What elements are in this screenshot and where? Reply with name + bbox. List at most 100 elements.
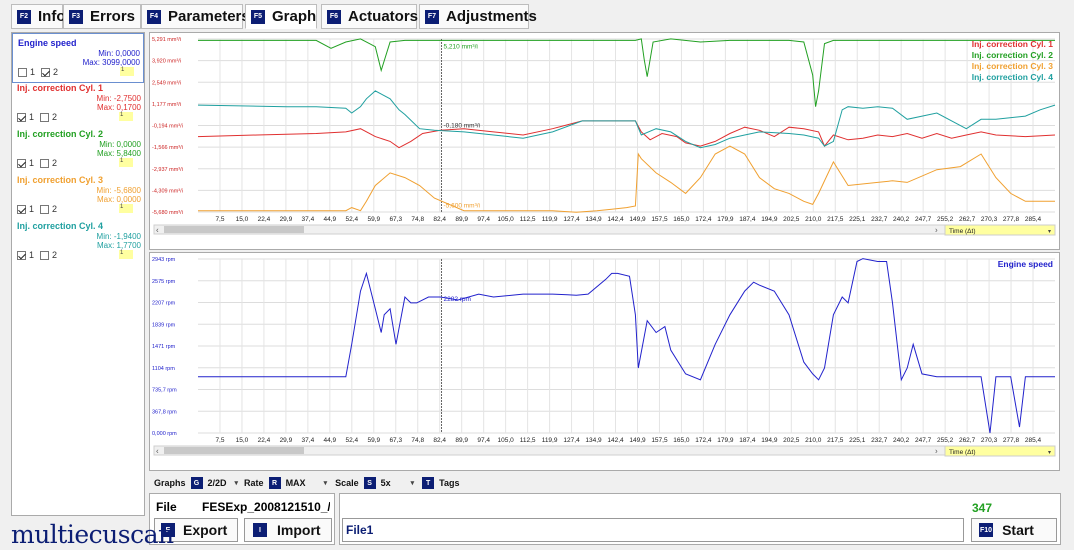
graph1-checkbox[interactable] (17, 204, 26, 214)
graphs-label: Graphs (154, 478, 186, 488)
dropdown-arrow-icon[interactable]: ▾ (410, 480, 415, 487)
graph2-checkbox[interactable] (40, 250, 50, 260)
tab-errors[interactable]: F3 Errors (63, 4, 141, 29)
y-tick-label: -5,680 mm³/i (152, 210, 183, 216)
scroll-right-icon: › (935, 226, 938, 235)
graph1-checkbox[interactable] (17, 250, 26, 260)
export-button[interactable]: E Export (154, 518, 238, 542)
x-tick-label: 15,0 (236, 216, 249, 223)
rate-select[interactable]: MAX (285, 478, 306, 488)
import-label: Import (277, 522, 321, 538)
parameter-name: Inj. correction Cyl. 3 (17, 175, 104, 185)
x-tick-label: 67,3 (389, 216, 402, 223)
parameter-name: Inj. correction Cyl. 4 (17, 221, 104, 231)
graph1-checkbox[interactable] (18, 67, 27, 77)
tab-graph-label: Graph (272, 8, 317, 25)
x-tick-label: 157,5 (651, 216, 668, 223)
x-tick-label: 37,4 (302, 216, 315, 223)
graphs-select[interactable]: 2/2D (207, 478, 227, 488)
x-tick-label: 247,7 (915, 437, 932, 444)
start-button[interactable]: F10 Start (971, 518, 1057, 542)
parameter-min: Min: 0,0000 (98, 49, 140, 58)
x-tick-label: 134,9 (585, 437, 602, 444)
parameter-inj-cyl2[interactable]: Inj. correction Cyl. 2 Min: 0,0000 Max: … (12, 125, 144, 175)
axis-select[interactable]: 1 (119, 158, 133, 167)
x-tick-label: 179,9 (717, 437, 734, 444)
series-line-cyl3 (198, 145, 1055, 213)
x-tick-label: 225,1 (849, 437, 866, 444)
tab-graph[interactable]: F5 Graph (245, 4, 317, 29)
y-tick-label: 1839 rpm (152, 322, 176, 328)
axis-select[interactable]: 1 (119, 250, 133, 259)
tab-parameters-label: Parameters (168, 8, 250, 25)
x-tick-label: 172,4 (695, 216, 712, 223)
x-tick-label: 240,2 (893, 437, 910, 444)
parameter-name: Engine speed (18, 38, 77, 48)
axis-select[interactable]: 1 (120, 67, 134, 76)
x-tick-label: 157,5 (651, 437, 668, 444)
x-tick-label: 59,9 (367, 216, 380, 223)
x-tick-label: 165,0 (673, 216, 690, 223)
axis-select[interactable]: 1 (119, 112, 133, 121)
x-tick-label: 277,8 (1003, 437, 1020, 444)
scale-label: Scale (335, 478, 359, 488)
parameter-engine-speed[interactable]: Engine speed Min: 0,0000 Max: 3099,0000 … (12, 33, 144, 83)
cursor-value-label: -5,600 mm³/i (444, 203, 480, 210)
x-tick-label: 105,0 (498, 216, 515, 223)
x-tick-label: 247,7 (915, 216, 932, 223)
graph2-checkbox[interactable] (41, 67, 51, 77)
graph2-checkbox[interactable] (40, 112, 50, 122)
axis-select[interactable]: 1 (119, 204, 133, 213)
dropdown-arrow-icon: ▾ (1048, 229, 1051, 235)
x-tick-label: 7,5 (215, 437, 224, 444)
x-tick-label: 217,5 (827, 216, 844, 223)
tags-button[interactable]: Tags (439, 478, 460, 488)
graph2-checkbox[interactable] (40, 158, 50, 168)
x-tick-label: 127,4 (563, 216, 580, 223)
tab-adjustments-label: Adjustments (446, 8, 537, 25)
parameter-inj-cyl3[interactable]: Inj. correction Cyl. 3 Min: -5,6800 Max:… (12, 171, 144, 221)
dropdown-arrow-icon[interactable]: ▾ (323, 480, 328, 487)
x-tick-label: 262,7 (959, 437, 976, 444)
tab-actuators-label: Actuators (348, 8, 419, 25)
tab-errors-label: Errors (90, 8, 136, 25)
x-tick-label: 225,1 (849, 216, 866, 223)
status-panel: 347 File1 (339, 493, 1061, 545)
x-tick-label: 187,4 (739, 216, 756, 223)
parameter-inj-cyl4[interactable]: Inj. correction Cyl. 4 Min: -1,9400 Max:… (12, 217, 144, 267)
x-tick-label: 7,5 (215, 216, 224, 223)
x-tick-label: 119,9 (542, 216, 558, 223)
scale-select[interactable]: 5x (380, 478, 391, 488)
x-tick-label: 29,9 (280, 216, 293, 223)
x-tick-label: 277,8 (1003, 216, 1020, 223)
x-tick-label: 232,7 (871, 437, 888, 444)
export-key: E (161, 523, 175, 537)
tab-parameters[interactable]: F4 Parameters (141, 4, 250, 29)
f3-key-badge: F3 (69, 9, 83, 24)
graph2-checkbox[interactable] (40, 204, 50, 214)
dropdown-arrow-icon[interactable]: ▾ (234, 480, 239, 487)
x-tick-label: 37,4 (302, 437, 315, 444)
x-tick-label: 285,4 (1025, 216, 1042, 223)
parameter-max: Max: 0,0000 (96, 195, 141, 204)
graph1-checkbox[interactable] (17, 158, 26, 168)
parameter-inj-cyl1[interactable]: Inj. correction Cyl. 1 Min: -2,7500 Max:… (12, 79, 144, 129)
x-tick-label: 127,4 (563, 437, 580, 444)
x-tick-label: 59,9 (367, 437, 380, 444)
engine-speed-chart: 2943 rpm 2575 rpm 2207 rpm 1839 rpm 1471 rpm… (152, 257, 1056, 457)
tab-actuators[interactable]: F6 Actuators (321, 4, 419, 29)
file-select[interactable]: FESExp_2008121510_/ (202, 500, 330, 514)
legend-entry: Engine speed (998, 259, 1053, 269)
parameter-name: Inj. correction Cyl. 2 (17, 129, 104, 139)
tab-adjustments[interactable]: F7 Adjustments (419, 4, 537, 29)
scale-key: S (363, 477, 376, 489)
x-tick-label: 29,9 (280, 437, 293, 444)
scroll-right-icon: › (935, 447, 938, 456)
y-tick-label: 5,291 mm³/i (152, 37, 181, 43)
x-tick-label: 149,9 (629, 437, 646, 444)
tab-info[interactable]: F2 Info (11, 4, 66, 29)
graph1-checkbox[interactable] (17, 112, 26, 122)
file-name-field[interactable]: File1 (346, 523, 374, 537)
import-button[interactable]: I Import (244, 518, 332, 542)
injection-correction-graph: 5,291 mm³/i 3,920 mm³/i 2,549 mm³/i 1,177 m… (149, 32, 1060, 250)
